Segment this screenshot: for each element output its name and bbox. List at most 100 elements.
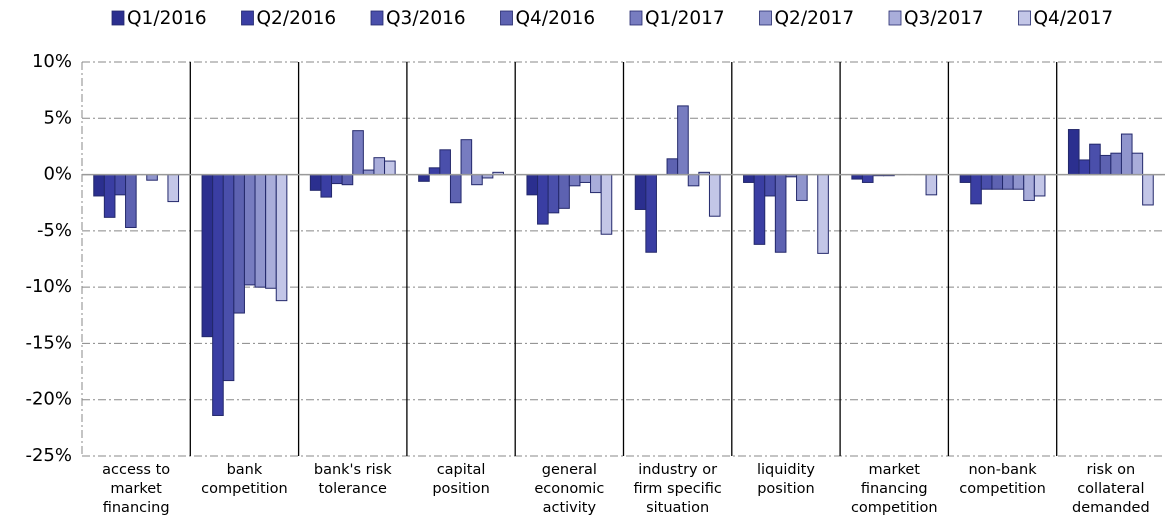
legend-label: Q2/2017 (775, 8, 855, 29)
bar (439, 149, 451, 176)
bar (428, 167, 441, 176)
bar (861, 174, 874, 183)
bar (1131, 152, 1144, 176)
bar (254, 174, 267, 288)
bar (708, 174, 721, 217)
bar (568, 174, 581, 187)
y-tick-label: -15% (25, 332, 72, 353)
y-tick-label: -10% (25, 276, 72, 297)
x-tick-label: general economic activity (534, 462, 605, 516)
bar (320, 174, 333, 198)
bar (677, 105, 689, 176)
bar (687, 174, 700, 187)
x-tick-label: market financing competition (850, 462, 938, 516)
bar (265, 174, 277, 289)
bar (774, 174, 787, 253)
legend-swatch (888, 10, 902, 26)
bar (1120, 133, 1133, 176)
bar (558, 174, 570, 209)
legend-swatch (629, 10, 643, 26)
bar (212, 174, 224, 416)
bar (201, 174, 214, 338)
bar (114, 174, 127, 196)
bar (341, 174, 354, 186)
bar (634, 174, 647, 210)
bar (1002, 174, 1014, 190)
bar (1142, 174, 1154, 206)
bar (418, 174, 430, 182)
legend-label: Q3/2016 (386, 8, 466, 29)
y-tick-label: 5% (43, 107, 72, 128)
bar (600, 174, 613, 235)
bar (526, 174, 539, 196)
bar (167, 174, 180, 203)
bar (796, 174, 808, 201)
bar (93, 174, 105, 197)
bar (1012, 174, 1025, 190)
y-tick-label: -25% (25, 445, 72, 466)
x-tick-label: bank competition (201, 462, 288, 497)
bar (275, 174, 288, 302)
bar (373, 157, 386, 176)
y-tick-label: -5% (37, 220, 72, 241)
bar (590, 174, 602, 194)
bar (1089, 143, 1101, 176)
y-tick-label: 0% (43, 164, 72, 185)
bar (103, 174, 116, 218)
bar (1023, 174, 1035, 201)
bar (980, 174, 993, 190)
legend-label: Q3/2017 (904, 8, 984, 29)
legend-swatch (241, 10, 254, 26)
bar (1033, 174, 1046, 197)
x-tick-label: non-bank competition (959, 462, 1046, 497)
legend-label: Q1/2016 (127, 8, 207, 29)
bar (743, 174, 755, 183)
bar (384, 160, 396, 176)
bar (1110, 152, 1122, 176)
bar (1078, 159, 1091, 176)
x-tick-label: risk on collateral demanded (1072, 462, 1150, 516)
legend-label: Q1/2017 (645, 8, 725, 29)
bar (449, 174, 462, 204)
bar (1099, 154, 1112, 176)
bar (352, 130, 364, 176)
bar (925, 174, 938, 196)
legend-label: Q4/2017 (1034, 8, 1114, 29)
legend-label: Q4/2016 (516, 8, 596, 29)
legend-swatch (370, 10, 384, 26)
bar (753, 174, 766, 245)
legend-label: Q2/2016 (257, 8, 337, 29)
y-tick-label: 10% (32, 51, 72, 72)
bar (460, 139, 473, 176)
bar (233, 174, 245, 314)
bar (222, 174, 235, 382)
x-tick-label: bank's risk tolerance (313, 462, 392, 497)
x-tick-label: industry or firm specific situation (633, 462, 722, 516)
bar (331, 174, 343, 185)
bar (146, 174, 158, 181)
bar (764, 174, 776, 197)
bar (645, 174, 657, 253)
bar (959, 174, 972, 183)
x-tick-label: liquidity position (756, 462, 815, 497)
x-tick-label: access to market financing (102, 462, 171, 516)
bar (125, 174, 137, 228)
bar (243, 174, 256, 286)
bar (991, 174, 1004, 190)
bar (970, 174, 982, 205)
bar (309, 174, 322, 191)
legend-swatch (500, 10, 513, 26)
bar (471, 174, 483, 186)
y-tick-label: -20% (25, 389, 72, 410)
legend-swatch (111, 10, 125, 26)
bar (537, 174, 549, 225)
bar (547, 174, 560, 214)
legend-swatch (1018, 10, 1031, 26)
bar (666, 158, 679, 176)
bar (1067, 129, 1080, 176)
x-tick-label: capital position (432, 462, 490, 497)
legend-swatch (759, 10, 772, 26)
bar (817, 174, 829, 254)
